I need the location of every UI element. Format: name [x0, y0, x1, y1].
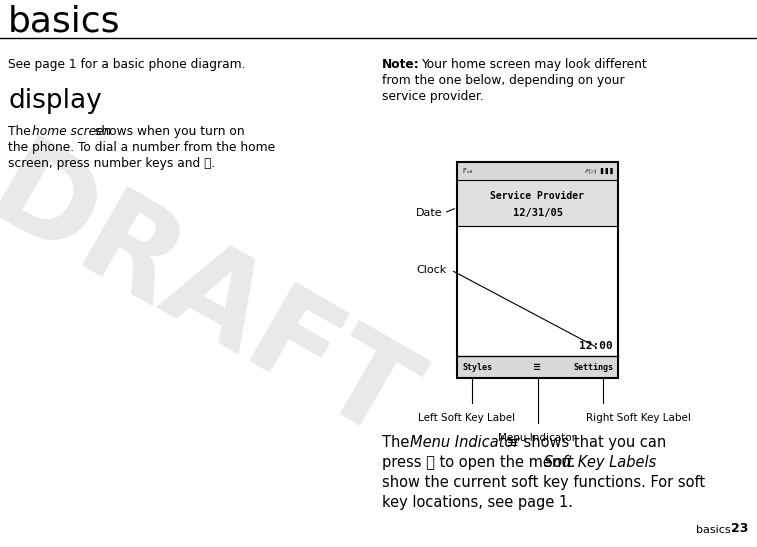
- Text: The: The: [382, 435, 414, 450]
- Text: ≡: ≡: [534, 362, 541, 372]
- Text: Note:: Note:: [382, 58, 419, 71]
- Text: key locations, see page 1.: key locations, see page 1.: [382, 495, 573, 510]
- Bar: [457, 162, 618, 378]
- Text: ≡ shows that you can: ≡ shows that you can: [502, 435, 666, 450]
- Text: Your home screen may look different: Your home screen may look different: [421, 58, 646, 71]
- Text: display: display: [8, 88, 101, 114]
- Text: basics: basics: [696, 525, 731, 535]
- Bar: [457, 356, 618, 378]
- Text: Right Soft Key Label: Right Soft Key Label: [586, 413, 690, 423]
- Text: Menu Indicator: Menu Indicator: [499, 433, 577, 443]
- Text: 12/31/05: 12/31/05: [512, 208, 562, 218]
- Text: service provider.: service provider.: [382, 90, 484, 103]
- Text: 12:00: 12:00: [579, 341, 613, 351]
- Text: press Ⓜ to open the menu.: press Ⓜ to open the menu.: [382, 455, 580, 470]
- Text: Date: Date: [416, 208, 443, 218]
- Text: from the one below, depending on your: from the one below, depending on your: [382, 74, 625, 87]
- Bar: [457, 180, 618, 226]
- Text: The: The: [8, 125, 35, 138]
- Text: 23: 23: [731, 522, 748, 535]
- Text: show the current soft key functions. For soft: show the current soft key functions. For…: [382, 475, 705, 490]
- Text: the phone. To dial a number from the home: the phone. To dial a number from the hom…: [8, 141, 275, 154]
- Text: home screen: home screen: [32, 125, 111, 138]
- Text: iᵃₓₗₗ: iᵃₓₗₗ: [462, 168, 472, 174]
- Text: See page 1 for a basic phone diagram.: See page 1 for a basic phone diagram.: [8, 58, 245, 71]
- Text: screen, press number keys and Ⓝ.: screen, press number keys and Ⓝ.: [8, 157, 216, 170]
- Text: basics: basics: [8, 5, 120, 39]
- Text: Service Provider: Service Provider: [491, 191, 584, 201]
- Text: Left Soft Key Label: Left Soft Key Label: [419, 413, 516, 423]
- Bar: [457, 162, 618, 180]
- Text: Soft Key Labels: Soft Key Labels: [544, 455, 656, 470]
- Text: Styles: Styles: [462, 363, 492, 371]
- Text: ⇗▷) ▐▐▐: ⇗▷) ▐▐▐: [584, 168, 613, 174]
- Bar: [457, 162, 618, 378]
- Text: Menu Indicator: Menu Indicator: [410, 435, 519, 450]
- Text: Clock: Clock: [416, 265, 446, 275]
- Text: shows when you turn on: shows when you turn on: [91, 125, 245, 138]
- Text: Settings: Settings: [573, 363, 613, 371]
- Text: DRAFT: DRAFT: [0, 131, 433, 469]
